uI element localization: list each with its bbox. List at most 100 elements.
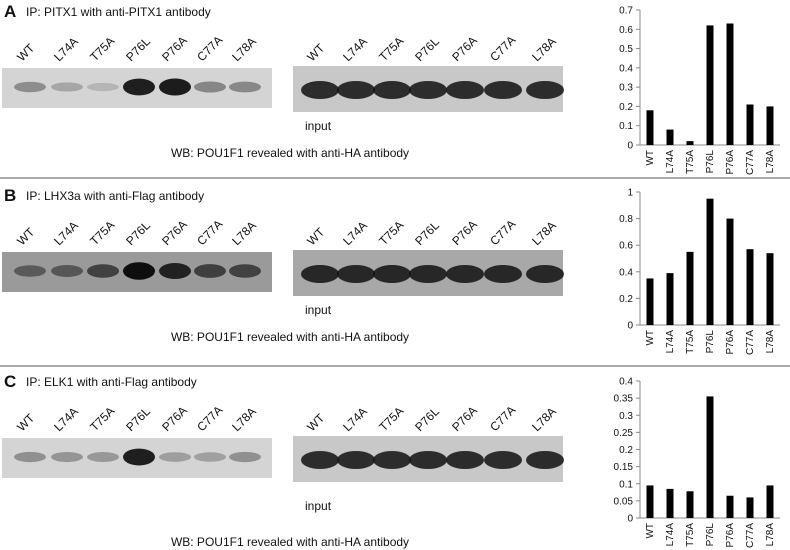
lane-label: P76L [123, 34, 153, 64]
y-tick-label: 0.4 [619, 267, 633, 278]
input-band [373, 81, 411, 99]
lane-label: P76A [159, 217, 190, 248]
x-tick-label: P76A [725, 523, 736, 548]
y-tick-label: 0.8 [619, 214, 633, 225]
ip-band [194, 452, 226, 462]
wb-caption: WB: POU1F1 revealed with anti-HA antibod… [171, 146, 409, 160]
input-label: input [305, 499, 332, 513]
ip-band [159, 452, 191, 462]
lane-label: WT [14, 411, 38, 435]
input-band [409, 81, 447, 99]
x-tick-label: P76A [725, 150, 736, 175]
y-tick-label: 0.4 [619, 63, 633, 74]
lane-label: C77A [194, 403, 225, 434]
x-tick-label: WT [645, 150, 656, 166]
bar [766, 485, 774, 518]
x-tick-label: C77A [745, 330, 756, 355]
y-tick-label: 0.5 [619, 44, 633, 55]
bar [666, 488, 674, 518]
lane-label: P76L [123, 218, 153, 248]
ip-band [87, 264, 119, 278]
lane-label: T75A [87, 34, 117, 64]
input-band [484, 265, 522, 283]
lane-label: L74A [340, 34, 370, 64]
x-tick-label: WT [645, 523, 656, 539]
lane-label: C77A [194, 217, 225, 248]
ip-band [229, 451, 261, 463]
lane-label: T75A [376, 34, 406, 64]
ip-band [51, 451, 83, 463]
lane-label: P76A [159, 403, 190, 434]
lane-label: L74A [340, 218, 370, 248]
input-band [484, 81, 522, 99]
bar [726, 218, 734, 325]
lane-label: L78A [229, 34, 259, 64]
x-tick-label: P76L [705, 330, 716, 354]
x-tick-label: P76A [725, 330, 736, 355]
y-tick-label: 0.05 [614, 496, 634, 507]
lane-label: P76A [449, 217, 480, 248]
y-tick-label: 0.3 [619, 411, 633, 422]
ip-band [87, 82, 119, 92]
lane-label: P76A [159, 33, 190, 64]
lane-label: WT [14, 41, 38, 65]
bar [646, 110, 654, 145]
lane-label: P76L [412, 404, 442, 434]
lane-label: C77A [194, 33, 225, 64]
y-tick-label: 0 [627, 514, 633, 525]
lane-label: L78A [529, 34, 559, 64]
y-tick-label: 0 [627, 321, 633, 332]
lane-label: L78A [229, 218, 259, 248]
lane-label: P76A [449, 33, 480, 64]
input-band [301, 81, 339, 99]
y-tick-label: 0.35 [614, 394, 634, 405]
y-tick-label: 0.6 [619, 25, 633, 36]
lane-label: P76L [123, 404, 153, 434]
bar [746, 497, 754, 518]
y-tick-label: 0.25 [614, 428, 634, 439]
lane-label: P76L [412, 218, 442, 248]
bar [646, 278, 654, 325]
input-band [409, 451, 447, 469]
x-tick-label: L78A [765, 150, 776, 174]
bar [706, 25, 714, 145]
bar [666, 273, 674, 325]
ip-band [87, 452, 119, 462]
x-tick-label: L78A [765, 523, 776, 547]
input-band [526, 81, 564, 99]
lane-label: C77A [487, 403, 518, 434]
input-band [337, 81, 375, 99]
x-tick-label: WT [645, 330, 656, 346]
ip-band [14, 265, 46, 277]
lane-label: L74A [51, 218, 81, 248]
lane-label: L74A [51, 34, 81, 64]
ip-band [123, 448, 155, 466]
lane-label: C77A [487, 33, 518, 64]
bar [726, 23, 734, 145]
y-tick-label: 0.1 [619, 479, 633, 490]
input-band [484, 451, 522, 469]
wb-caption: WB: POU1F1 revealed with anti-HA antibod… [171, 535, 409, 549]
y-tick-label: 0.3 [619, 83, 633, 94]
lane-label: L78A [529, 404, 559, 434]
lane-label: L74A [51, 404, 81, 434]
bar [706, 396, 714, 518]
lane-label: WT [304, 411, 328, 435]
ip-band [14, 81, 46, 93]
x-tick-label: L74A [665, 330, 676, 354]
ip-band [229, 81, 261, 93]
input-band [526, 265, 564, 283]
lane-label: WT [304, 225, 328, 249]
x-tick-label: L74A [665, 150, 676, 174]
y-tick-label: 0.2 [619, 294, 633, 305]
panel-label: C [4, 372, 16, 391]
lane-label: WT [304, 41, 328, 65]
bar [746, 104, 754, 145]
lane-label: T75A [376, 404, 406, 434]
input-band [301, 451, 339, 469]
ip-band [159, 78, 191, 96]
input-band [446, 81, 484, 99]
x-tick-label: P76L [705, 523, 716, 547]
lane-label: T75A [87, 218, 117, 248]
lane-label: WT [14, 225, 38, 249]
